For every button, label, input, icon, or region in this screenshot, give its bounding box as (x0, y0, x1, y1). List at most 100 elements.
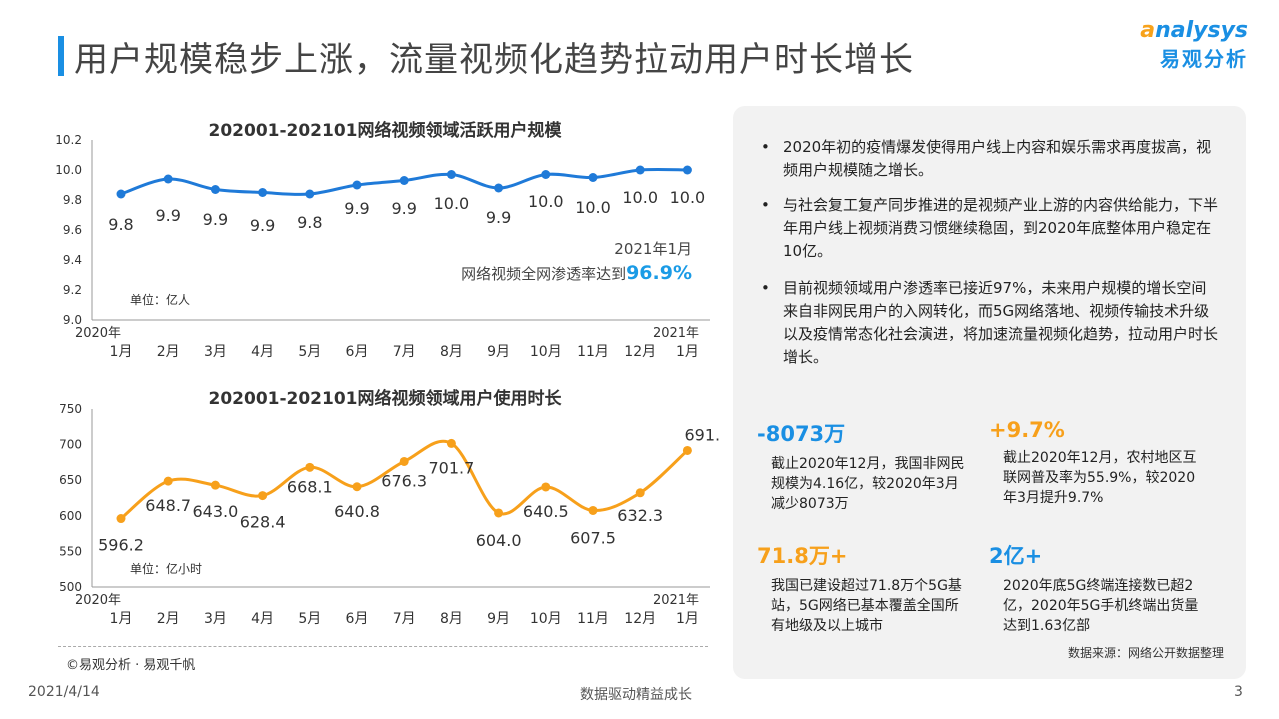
data-point (305, 189, 315, 199)
data-point (682, 445, 692, 455)
data-point (116, 514, 126, 524)
active-users-chart: 202001-202101网络视频领域活跃用户规模 9.0 9.2 9.4 9.6 9.8… (55, 120, 710, 360)
y-tick-label: 750 (59, 402, 82, 416)
data-point (399, 456, 409, 466)
data-point (258, 491, 268, 501)
y-tick-label: 550 (59, 544, 82, 558)
x-tick-label: 8月 (440, 344, 463, 360)
x-tick-label: 1月 (676, 344, 699, 360)
insight-panel: 2020年初的疫情爆发使得用户线上内容和娱乐需求再度拔高，视频用户规模随之增长。… (733, 106, 1246, 679)
y-tick-label: 10.0 (55, 163, 82, 177)
data-label: 640.8 (334, 502, 380, 521)
data-point (541, 482, 551, 492)
data-label: 9.9 (486, 208, 511, 227)
penetration-rate: 96.9% (626, 262, 692, 284)
x-tick-label: 2月 (157, 344, 180, 360)
date: 2021/4/14 (28, 684, 100, 700)
annotation-date: 2021年1月 (614, 240, 692, 258)
y-tick-label: 700 (59, 438, 82, 452)
x-tick-label: 11月 (577, 611, 609, 627)
data-label: 10.0 (434, 194, 470, 213)
x-tick-label: 1月 (110, 344, 133, 360)
x-tick-label: 10月 (530, 611, 562, 627)
data-point (210, 185, 220, 194)
x-tick-label: 12月 (624, 611, 656, 627)
data-point (682, 165, 692, 175)
data-source: 数据来源：网络公开数据整理 (1067, 646, 1224, 660)
data-point (541, 170, 551, 179)
y-tick-label: 9.6 (63, 223, 82, 237)
data-point (588, 173, 598, 182)
bullet-2: 与社会复工复产同步推进的是视频产业上游的内容供给能力，下半年用户线上视频消费习惯… (761, 194, 1221, 263)
data-label: 668.1 (287, 477, 333, 496)
y-tick-label: 9.4 (63, 253, 82, 267)
data-label: 9.8 (297, 213, 322, 232)
y-tick-label: 600 (59, 509, 82, 523)
annotation-text: 网络视频全网渗透率达到96.9% (461, 262, 692, 284)
data-label: 10.0 (670, 188, 706, 207)
data-label: 648.7 (145, 496, 191, 515)
unit-label: 单位：亿人 (130, 292, 190, 307)
chart-title: 202001-202101网络视频领域用户使用时长 (209, 388, 563, 409)
analysys-logo: analysys 易观分析 (1140, 18, 1248, 71)
x-tick-label: 7月 (393, 611, 416, 627)
x-tick-label: 4月 (251, 611, 274, 627)
data-label: 676.3 (381, 471, 427, 490)
data-point (116, 189, 126, 199)
x-year-end: 2021年 (653, 326, 699, 341)
page-number: 3 (1234, 684, 1243, 700)
data-label: 10.0 (528, 192, 564, 211)
data-label: 9.9 (391, 199, 416, 218)
x-tick-label: 11月 (577, 344, 609, 360)
x-tick-label: 9月 (487, 611, 510, 627)
data-label: 640.5 (523, 502, 569, 521)
data-label: 628.4 (240, 513, 286, 532)
chart-title: 202001-202101网络视频领域活跃用户规模 (209, 120, 563, 141)
data-point (163, 476, 173, 486)
data-label: 9.9 (250, 216, 275, 235)
stat-5g-stations: 71.8万+ 我国已建设超过71.8万个5G基站，5G网络已基本覆盖全国所有地级… (757, 544, 962, 634)
data-label: 643.0 (192, 502, 238, 521)
data-point (163, 174, 173, 184)
data-label: 701.7 (428, 458, 474, 477)
y-tick-label: 9.8 (63, 193, 82, 207)
data-point (635, 488, 645, 498)
data-label: 10.0 (575, 198, 611, 217)
x-year-start: 2020年 (75, 593, 121, 608)
x-tick-label: 8月 (440, 611, 463, 627)
data-point (494, 508, 504, 518)
stat-rural-internet: +9.7% 截止2020年12月，农村地区互联网普及率为55.9%，较2020年… (989, 418, 1197, 506)
data-point (352, 180, 362, 190)
data-label: 596.2 (98, 536, 144, 555)
data-point (446, 438, 456, 448)
data-point (588, 505, 598, 515)
bullet-3: 目前视频领域用户渗透率已接近97%，未来用户规模的增长空间来自非网民用户的入网转… (761, 277, 1221, 369)
x-tick-label: 6月 (346, 344, 369, 360)
data-point (446, 170, 456, 179)
x-tick-label: 9月 (487, 344, 510, 360)
x-tick-label: 1月 (110, 611, 133, 627)
y-tick-label: 10.2 (55, 133, 82, 147)
data-point (210, 480, 220, 490)
stat-5g-terminals: 2亿+ 2020年底5G终端连接数已超2亿，2020年5G手机终端出货量达到1.… (989, 544, 1199, 634)
y-tick-label: 650 (59, 473, 82, 487)
data-point (352, 482, 362, 492)
footer-divider (58, 646, 708, 647)
x-tick-label: 4月 (251, 344, 274, 360)
y-tick-label: 9.0 (63, 313, 82, 327)
x-year-start: 2020年 (75, 326, 121, 341)
slogan: 数据驱动精益成长 (580, 687, 692, 703)
data-label: 604.0 (476, 531, 522, 550)
y-tick-label: 500 (59, 580, 82, 594)
x-tick-label: 3月 (204, 344, 227, 360)
title-accent-bar (58, 36, 64, 76)
data-point (305, 462, 315, 472)
data-label: 10.0 (622, 188, 658, 207)
data-point (635, 165, 645, 175)
data-label: 691.8 (684, 425, 720, 444)
x-year-end: 2021年 (653, 593, 699, 608)
annotation-label: 网络视频全网渗透率达到 (461, 265, 626, 283)
x-tick-label: 5月 (298, 344, 321, 360)
data-label: 607.5 (570, 528, 616, 547)
copyright: ©易观分析 · 易观千帆 (66, 658, 196, 673)
